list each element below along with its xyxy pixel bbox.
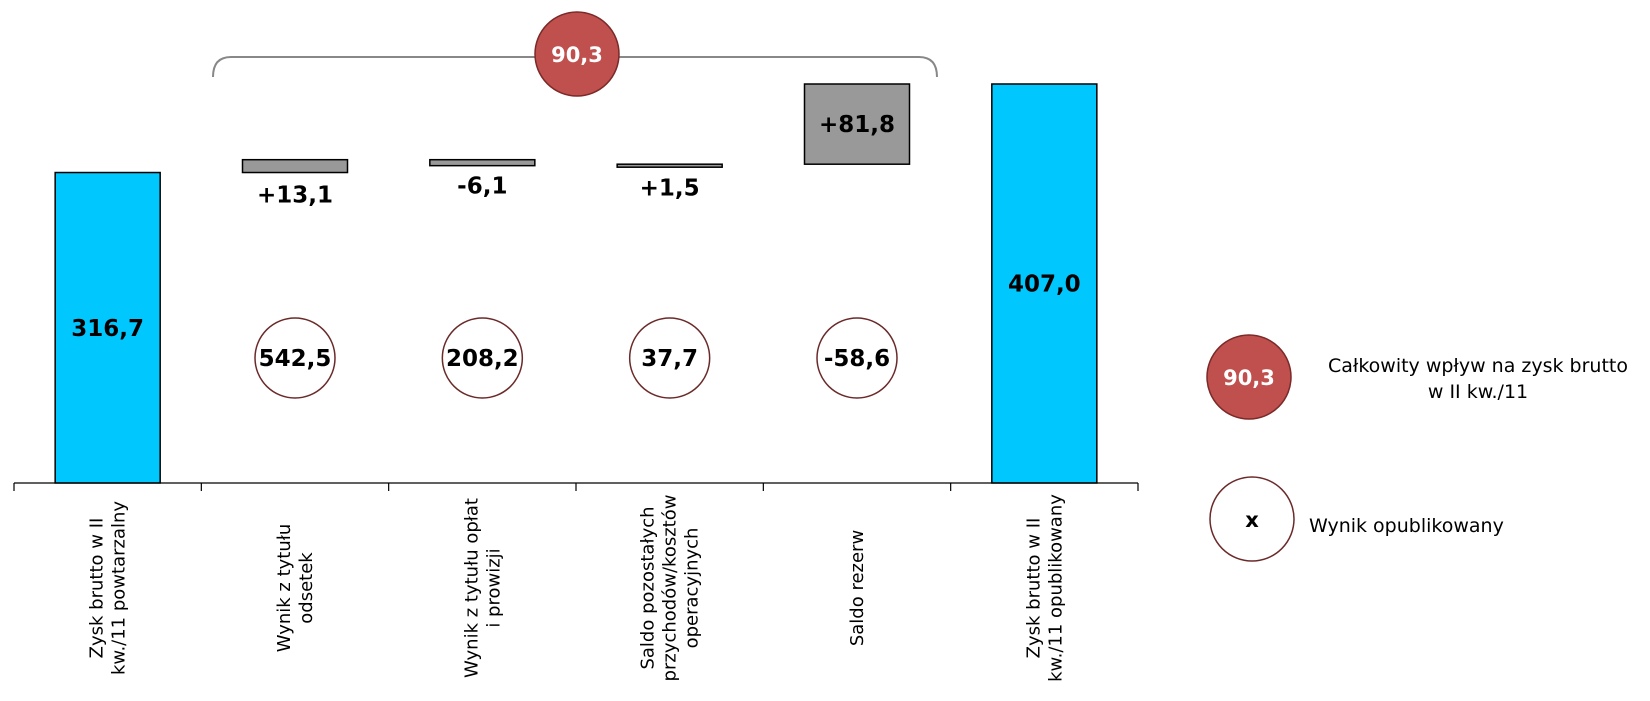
delta-bar [616,163,723,168]
published-result-label: 37,7 [641,346,698,372]
bar-value-label: +81,8 [819,112,895,138]
legend-published-symbol: x [1245,508,1259,532]
bar-value-label: 316,7 [71,316,144,342]
category-label: Wynik z tytułu opłati prowizji [461,498,504,678]
total-bar [54,171,161,484]
published-result-circle [441,317,524,399]
published-result-circle [254,317,336,399]
category-label-line: i prowizji [483,548,504,627]
total-impact-circle [534,11,620,97]
category-label: Zysk brutto w IIkw./11 opublikowany [1023,494,1066,682]
category-label-line: operacyjnych [682,528,703,649]
legend-impact-value: 90,3 [1223,366,1275,390]
total-impact-value: 90,3 [551,43,603,67]
category-label-line: Wynik z tytułu opłat [461,498,482,678]
category-label: Zysk brutto w IIkw./11 powtarzalny [87,501,130,675]
category-label-line: Zysk brutto w II [1023,518,1044,659]
category-label-line: Zysk brutto w II [87,518,108,659]
bar-value-label: +13,1 [257,183,333,209]
category-label-line: Wynik z tytułu [274,524,295,653]
category-label-line: Saldo pozostałych [638,506,659,669]
category-label-line: przychodów/kosztów [660,495,681,682]
legend-impact: 90,3 Całkowity wpływ na zysk brutto w II… [1206,334,1628,420]
legend-impact-text-line-2: w II kw./11 [1428,381,1528,403]
bar-value-label: 407,0 [1008,272,1081,298]
category-label-line: odsetek [296,552,317,624]
bar-value-label: -6,1 [457,174,507,200]
delta-bar [429,158,536,167]
published-result-label: 542,5 [259,346,332,372]
legend: 90,3 Całkowity wpływ na zysk brutto w II… [1206,334,1628,562]
legend-published: x Wynik opublikowany [1209,476,1504,562]
published-result-label: 208,2 [446,346,519,372]
category-label: Saldo pozostałychprzychodów/kosztówopera… [638,495,703,682]
plot-area: 316,7 +13,1 -6,1 +1,5 +81,8 407,0 542,5 208,2 37… [13,11,1139,682]
delta-bar [803,83,911,165]
legend-published-text: Wynik opublikowany [1309,515,1504,537]
published-result-circle [816,317,898,399]
legend-impact-circle [1206,334,1292,420]
category-label-line: kw./11 opublikowany [1045,494,1066,682]
category-label: Wynik z tytułuodsetek [274,524,317,653]
category-label-line: kw./11 powtarzalny [109,501,130,675]
published-result-circle [628,317,711,399]
bar-value-label: +1,5 [640,176,700,202]
category-label: Saldo rezerw [847,530,868,646]
delta-bar [241,158,349,174]
category-label-line: Saldo rezerw [847,530,868,646]
legend-published-circle [1209,476,1295,562]
published-result-label: -58,6 [824,346,890,372]
total-bar [991,83,1098,484]
legend-impact-text-line-1: Całkowity wpływ na zysk brutto [1328,355,1628,377]
